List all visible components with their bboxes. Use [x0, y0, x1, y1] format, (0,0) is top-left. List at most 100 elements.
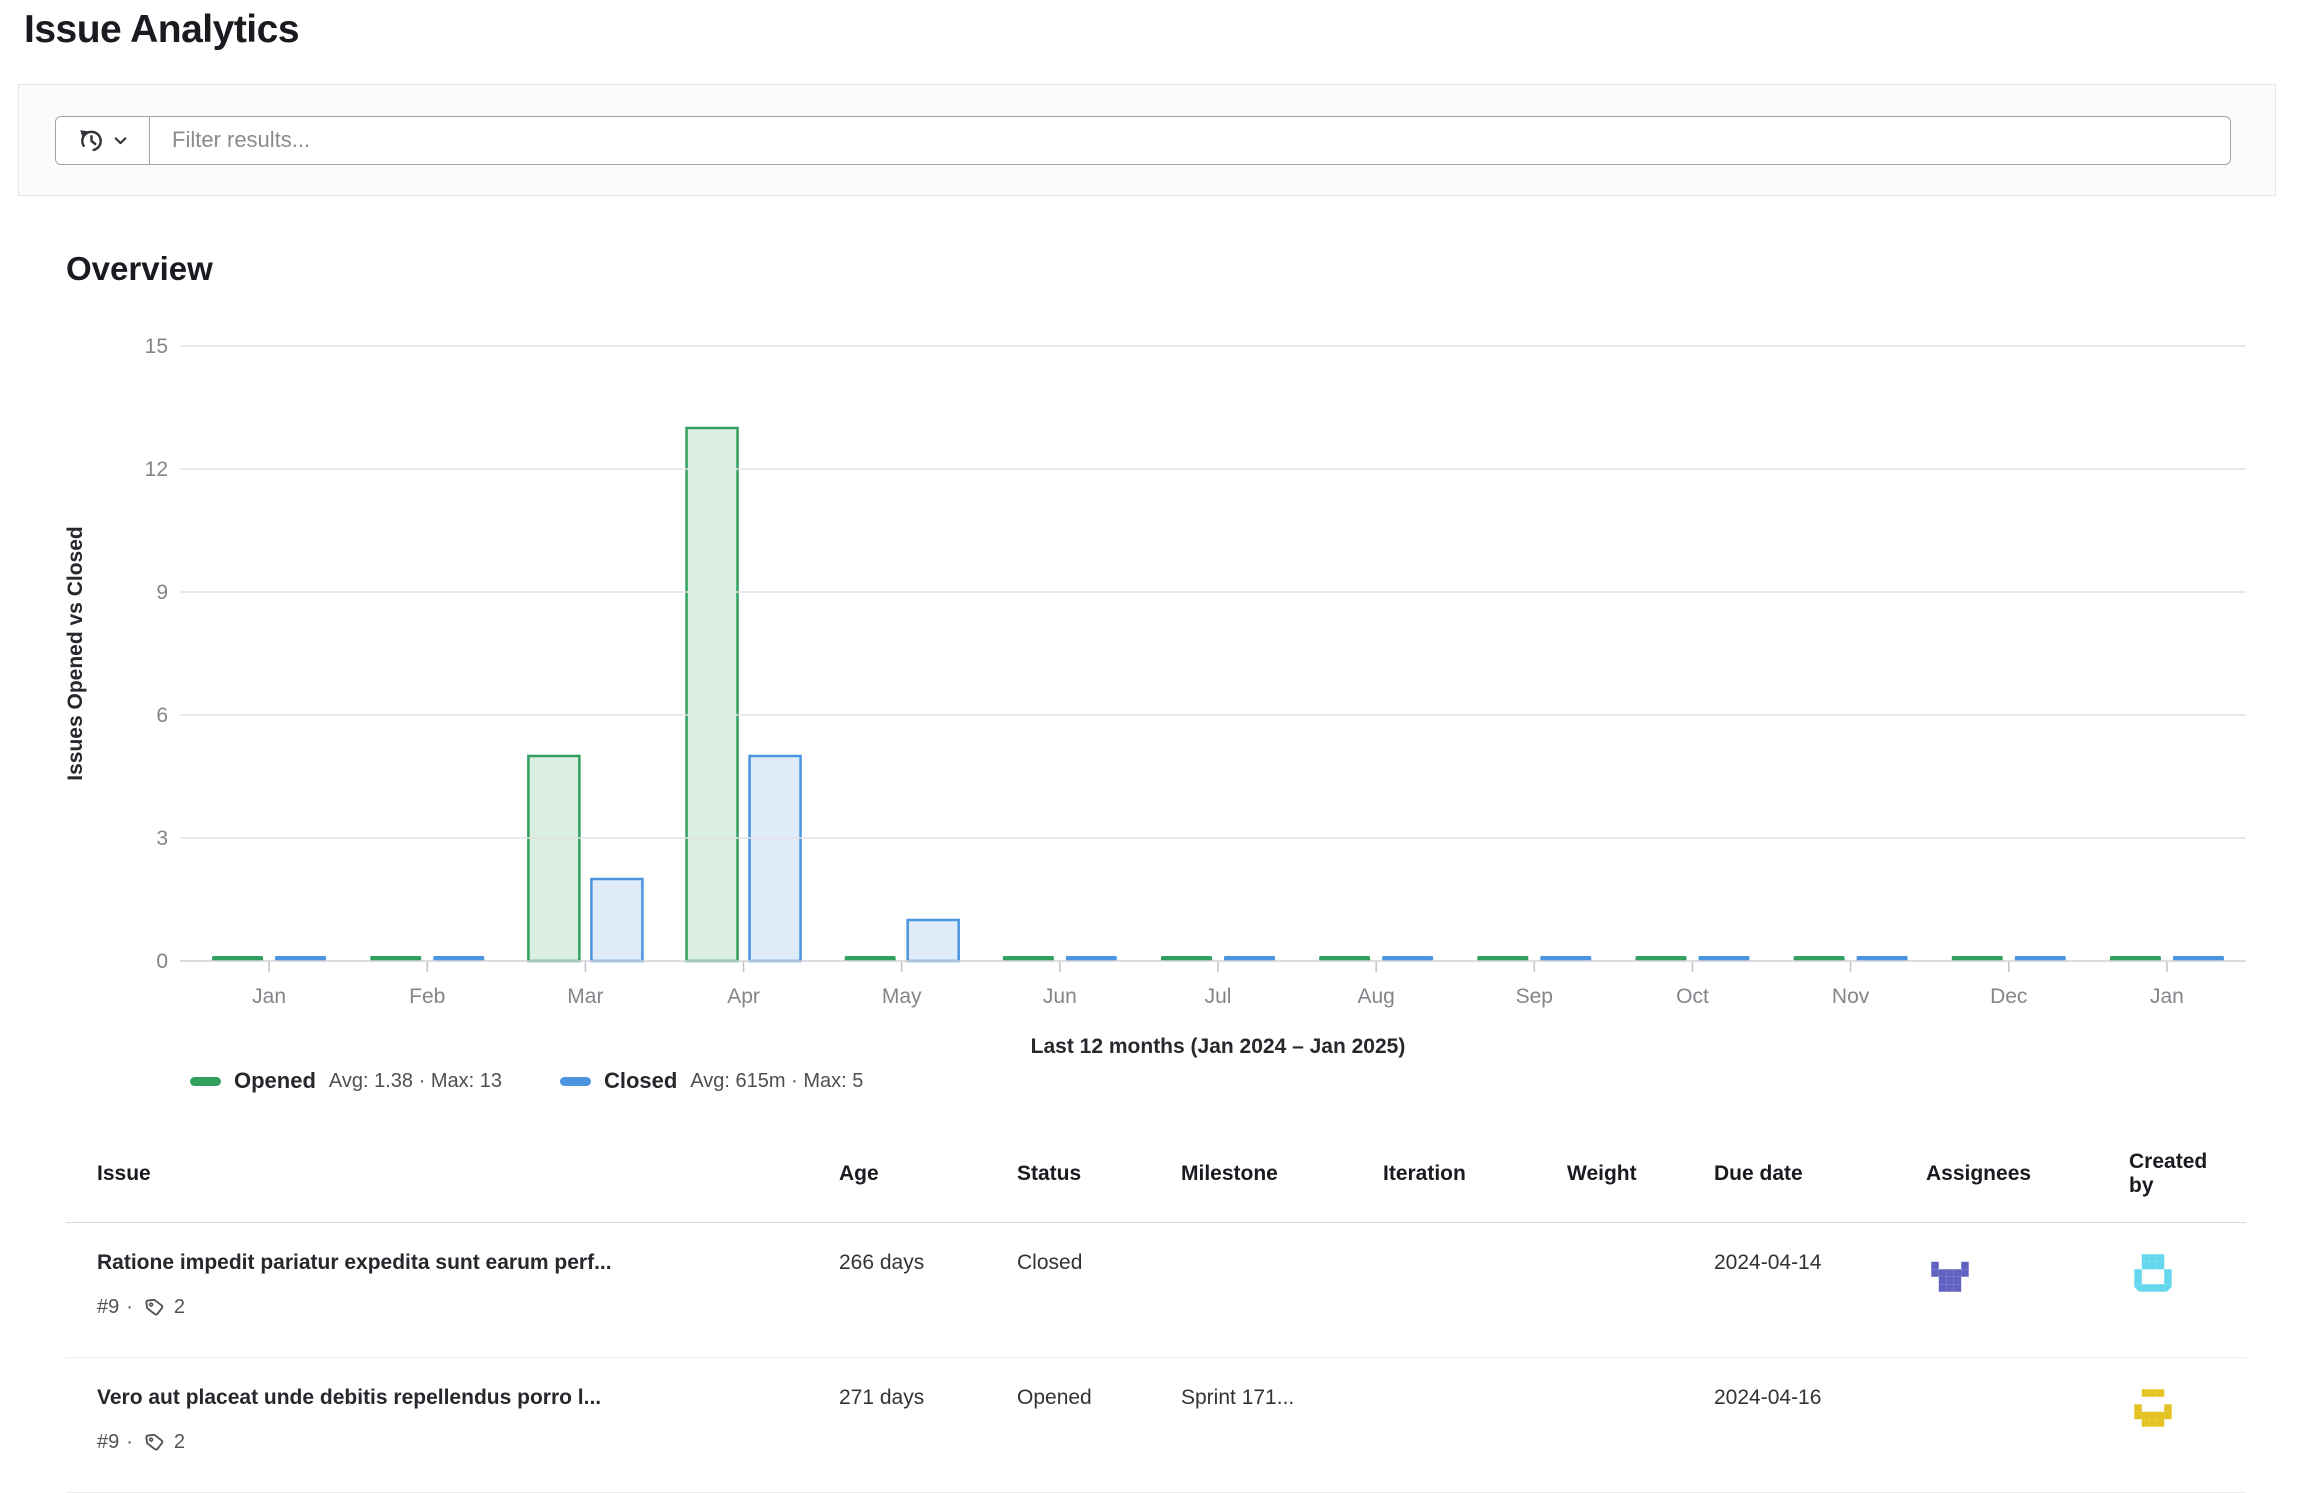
weight-cell: [1536, 1357, 1683, 1493]
table-row: Vero aut placeat unde debitis repellendu…: [66, 1357, 2246, 1493]
x-label-Aug-7: Aug: [1357, 985, 1394, 1008]
bar-opened-Jan-12[interactable]: [2109, 956, 2161, 961]
bar-opened-Sep-8[interactable]: [1477, 956, 1529, 961]
issues-chart: 0 3 6 9 12 15 Jan Feb Mar Apr May Jun Jul Aug Sep Oct No…: [66, 316, 2246, 1094]
y-tick-label-0: 0: [156, 950, 168, 973]
x-label-Jan-0: Jan: [252, 985, 286, 1008]
issue-title-link[interactable]: Vero aut placeat unde debitis repellendu…: [97, 1386, 602, 1409]
bar-closed-Jun-5[interactable]: [1065, 956, 1117, 961]
column-header-milestone: Milestone: [1150, 1130, 1352, 1223]
column-header-age: Age: [808, 1130, 986, 1223]
column-header-weight: Weight: [1536, 1130, 1683, 1223]
bar-opened-Mar-2[interactable]: [527, 754, 581, 963]
bar-opened-May-4[interactable]: [844, 956, 896, 961]
bar-closed-Oct-9[interactable]: [1698, 956, 1750, 961]
status-cell: Closed: [986, 1222, 1150, 1358]
x-label-May-4: May: [882, 985, 922, 1008]
y-tick-label-3: 3: [156, 827, 168, 850]
page-title: Issue Analytics: [24, 8, 300, 51]
bar-opened-Apr-3[interactable]: [685, 426, 739, 963]
created-by-cell: [2098, 1222, 2246, 1358]
x-label-Apr-3: Apr: [727, 985, 760, 1008]
column-header-issue: Issue: [66, 1130, 808, 1223]
bar-closed-May-4[interactable]: [906, 918, 960, 963]
x-label-Dec-11: Dec: [1990, 985, 2027, 1008]
issue-cell: Vero aut placeat unde debitis repellendu…: [66, 1357, 808, 1493]
bar-closed-Sep-8[interactable]: [1540, 956, 1592, 961]
y-tick-label-6: 6: [156, 704, 168, 727]
bar-closed-Apr-3[interactable]: [748, 754, 802, 963]
bar-opened-Jan-0[interactable]: [212, 956, 264, 961]
bar-opened-Jun-5[interactable]: [1002, 956, 1054, 961]
meta-separator: ·: [126, 1296, 133, 1318]
issue-meta: #9 · 2: [97, 1294, 798, 1321]
created-by-cell: [2098, 1357, 2246, 1493]
milestone-cell: Sprint 171...: [1150, 1357, 1352, 1493]
column-header-status: Status: [986, 1130, 1150, 1223]
x-label-Feb-1: Feb: [409, 985, 445, 1008]
label-tag-icon: [144, 1297, 165, 1318]
y-tick-label-15: 15: [145, 335, 168, 358]
bar-opened-Dec-11[interactable]: [1951, 956, 2003, 961]
identicon-avatar[interactable]: [2129, 1384, 2177, 1432]
filtered-search-box: [55, 115, 2231, 165]
legend-opened-label: Opened: [234, 1068, 316, 1093]
bar-opened-Feb-1[interactable]: [370, 956, 422, 961]
x-axis-title: Last 12 months (Jan 2024 – Jan 2025): [1031, 1035, 1406, 1058]
assignees-cell: [1895, 1357, 2098, 1493]
x-label-Sep-8: Sep: [1516, 985, 1553, 1008]
table-row: Ratione impedit pariatur expedita sunt e…: [66, 1222, 2246, 1358]
y-tick-label-12: 12: [145, 458, 168, 481]
assignees-cell: [1895, 1222, 2098, 1358]
issues-table-header: Issue Age Status Milestone Iteration Weight Du…: [66, 1130, 2246, 1223]
column-header-iteration: Iteration: [1352, 1130, 1536, 1223]
bar-closed-Jan-12[interactable]: [2172, 956, 2224, 961]
issues-table: Issue Age Status Milestone Iteration Weight Du…: [66, 1130, 2246, 1493]
legend-item-closed[interactable]: Closed Avg: 615m · Max: 5: [559, 1068, 864, 1094]
identicon-avatar[interactable]: [1926, 1249, 1974, 1297]
analytics-content: Overview 0 3 6 9 12 15 Jan Feb Mar Apr May Jun Jul Au…: [0, 248, 2312, 1493]
closed-swatch: [559, 1076, 591, 1086]
bar-opened-Jul-6[interactable]: [1161, 956, 1212, 961]
bar-closed-Aug-7[interactable]: [1382, 956, 1434, 961]
legend-item-opened[interactable]: Opened Avg: 1.38 · Max: 13: [190, 1068, 502, 1094]
due-date-cell: 2024-04-16: [1683, 1357, 1895, 1493]
issue-meta: #9 · 2: [97, 1429, 798, 1456]
iteration-cell: [1352, 1222, 1536, 1358]
filter-results-input[interactable]: [150, 115, 2231, 165]
x-label-Mar-2: Mar: [567, 985, 603, 1008]
column-header-due-date: Due date: [1683, 1130, 1895, 1223]
bar-opened-Oct-9[interactable]: [1635, 956, 1687, 961]
legend-closed-label: Closed: [603, 1068, 678, 1093]
issue-reference: #9: [97, 1431, 120, 1453]
x-label-Jul-6: Jul: [1205, 985, 1232, 1008]
opened-vs-closed-chart: 0 3 6 9 12 15 Jan Feb Mar Apr May Jun Jul Aug Sep Oct No…: [66, 335, 2246, 1058]
label-tag-icon: [144, 1432, 165, 1453]
bar-closed-Jul-6[interactable]: [1224, 956, 1275, 961]
meta-separator: ·: [126, 1431, 133, 1453]
bar-closed-Mar-2[interactable]: [590, 877, 644, 963]
column-header-created-by: Created by: [2098, 1130, 2246, 1223]
due-date-cell: 2024-04-14: [1683, 1222, 1895, 1358]
status-cell: Opened: [986, 1357, 1150, 1493]
legend-closed-stats: Avg: 615m · Max: 5: [690, 1069, 864, 1092]
bar-closed-Nov-10[interactable]: [1856, 956, 1908, 961]
legend-opened-stats: Avg: 1.38 · Max: 13: [328, 1069, 502, 1092]
bar-opened-Nov-10[interactable]: [1793, 956, 1845, 961]
bar-closed-Dec-11[interactable]: [2014, 956, 2066, 961]
x-label-Jun-5: Jun: [1043, 985, 1077, 1008]
age-cell: 271 days: [808, 1357, 986, 1493]
chevron-down-icon: [112, 132, 129, 149]
identicon-avatar[interactable]: [2129, 1249, 2177, 1297]
column-header-assignees: Assignees: [1895, 1130, 2098, 1223]
bar-closed-Feb-1[interactable]: [433, 956, 485, 961]
x-label-Nov-10: Nov: [1832, 985, 1870, 1008]
milestone-cell: [1150, 1222, 1352, 1358]
search-history-button[interactable]: [55, 115, 150, 165]
bar-closed-Jan-0[interactable]: [275, 956, 327, 961]
label-count: 2: [173, 1431, 186, 1453]
iteration-cell: [1352, 1357, 1536, 1493]
filter-bar: [18, 84, 2276, 196]
bar-opened-Aug-7[interactable]: [1319, 956, 1371, 961]
issue-title-link[interactable]: Ratione impedit pariatur expedita sunt e…: [97, 1251, 612, 1274]
